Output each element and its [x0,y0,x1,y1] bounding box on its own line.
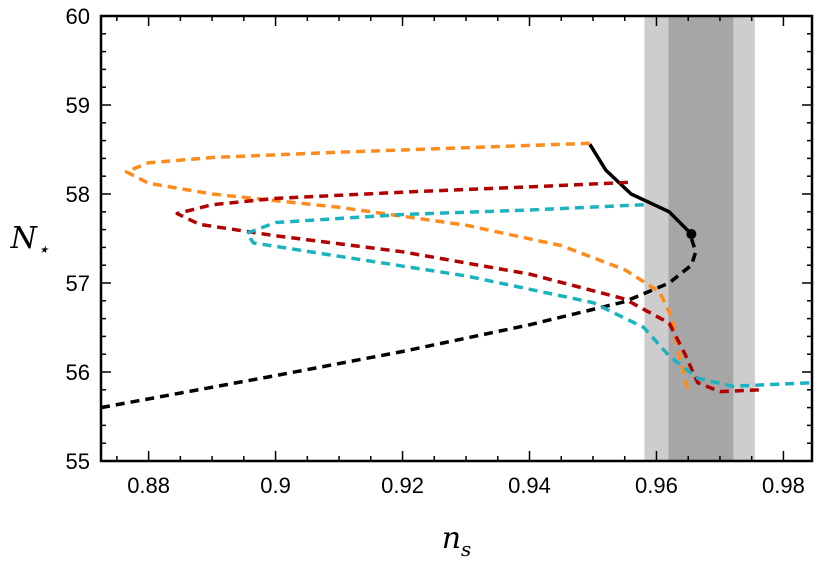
series-line-0 [100,237,698,410]
markers [686,229,697,240]
y-axis-label-sub: ⋆ [37,237,50,261]
axis-ticks [101,15,812,462]
x-tick-label: 0.98 [762,473,805,498]
series-line-2 [124,141,690,395]
y-tick-label: 56 [66,360,90,385]
y-tick-label: 59 [66,93,90,118]
y-tick-label: 58 [66,182,90,207]
series-line-1 [588,143,693,236]
x-axis-label: ns [442,521,472,561]
series-lines [100,141,813,410]
y-tick-label: 57 [66,271,90,296]
x-tick-label: 0.96 [635,473,678,498]
x-axis-label-sub: s [461,537,471,561]
x-tick-label: 0.88 [127,473,170,498]
y-axis-label-main: N [10,221,39,256]
marker-point-0 [686,229,697,240]
x-tick-label: 0.92 [381,473,424,498]
confidence-bands [644,16,755,461]
x-tick-label: 0.9 [260,473,291,498]
y-axis-label: N⋆ [10,221,50,261]
y-tick-label: 60 [66,4,90,29]
x-tick-label: 0.94 [508,473,551,498]
band-1 [668,16,734,461]
plot-frame [99,14,814,463]
x-axis-label-main: n [442,521,461,556]
series-line-4 [245,202,813,388]
axis-tick-labels: 0.88 0.9 0.92 0.94 0.96 0.98 55 56 57 58 59 60 [66,4,805,498]
y-tick-label: 55 [66,449,90,474]
series-line-3 [175,180,762,394]
